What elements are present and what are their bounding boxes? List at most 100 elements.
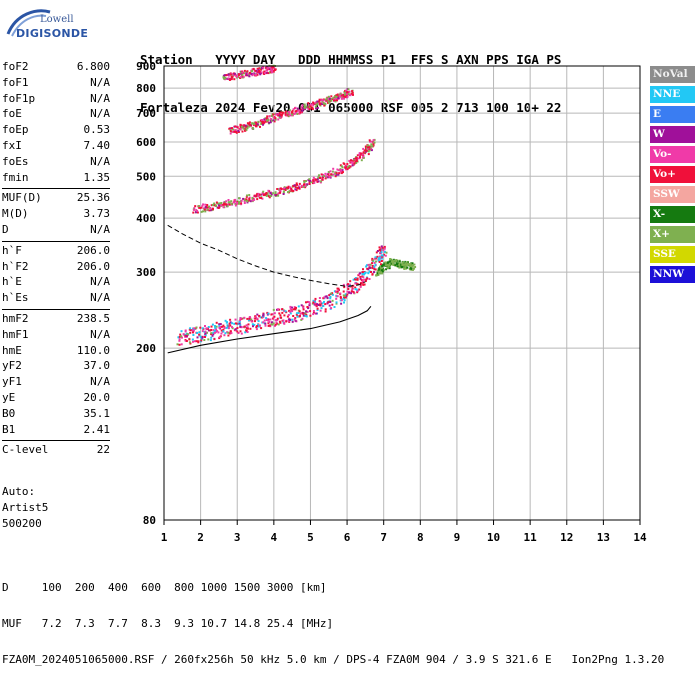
param-value: 35.1 [83, 406, 111, 420]
param-key: h`E [2, 275, 22, 289]
echo-point [358, 152, 361, 155]
echo-point [291, 318, 294, 321]
echo-point [200, 210, 203, 213]
echo-point [238, 197, 240, 200]
echo-point [258, 196, 261, 199]
echo-point [308, 108, 311, 110]
echo-point [234, 322, 237, 325]
echo-point [199, 335, 202, 338]
echo-point [378, 268, 381, 271]
echo-point [260, 68, 263, 71]
legend-item-vo-: Vo- [650, 146, 695, 163]
echo-point [249, 124, 252, 126]
echo-point [329, 170, 332, 173]
echo-point [271, 313, 274, 316]
echo-point [238, 320, 241, 323]
echo-point [382, 263, 385, 266]
echo-point [268, 324, 271, 327]
echo-point [319, 177, 321, 179]
echo-point [238, 322, 241, 325]
echo-point [354, 160, 357, 163]
echo-point [231, 327, 234, 330]
echo-point [265, 317, 268, 320]
echo-point [260, 71, 263, 74]
param-value: N/A [90, 222, 110, 236]
echo-point [259, 119, 262, 122]
echo-point [300, 184, 303, 187]
param-row-h-e: h`E N/A [2, 275, 110, 291]
echo-point [311, 106, 314, 109]
echo-point [292, 190, 295, 192]
echo-point [312, 104, 315, 107]
echo-point [288, 309, 291, 312]
echo-point [400, 265, 403, 268]
echo-point [306, 183, 309, 186]
echo-point [313, 181, 316, 184]
echo-point [333, 290, 336, 293]
echo-point [359, 284, 362, 287]
echo-point [346, 92, 349, 95]
echo-point [275, 113, 277, 116]
echo-point [362, 155, 365, 158]
echo-point [256, 192, 259, 195]
echo-point [265, 194, 268, 197]
echo-point [350, 285, 353, 288]
echo-point [269, 318, 272, 321]
echo-point [333, 96, 336, 99]
echo-point [299, 312, 302, 315]
echo-point [216, 330, 219, 333]
echo-point [342, 162, 345, 165]
echo-point [266, 311, 269, 314]
param-row-hmf2: hmF2 238.5 [2, 312, 110, 328]
echo-point [253, 323, 256, 326]
echo-point [293, 306, 296, 309]
echo-point [267, 322, 270, 325]
param-row-muf-d-: MUF(D) 25.36 [2, 191, 110, 207]
echo-point [336, 93, 339, 96]
echo-point [224, 77, 227, 79]
echo-point [294, 319, 297, 322]
echo-point [322, 99, 325, 102]
echo-point [379, 271, 382, 274]
echo-point [211, 334, 214, 337]
echo-point [266, 119, 268, 122]
echo-point [291, 109, 294, 112]
echo-point [339, 299, 342, 302]
param-value: 3.73 [83, 207, 111, 221]
echo-point [296, 315, 299, 318]
echo-point [184, 334, 187, 337]
echo-point [335, 295, 338, 298]
echo-point [212, 331, 215, 334]
echo-point [292, 308, 295, 311]
echo-point [278, 116, 281, 119]
echo-point [377, 257, 380, 260]
echo-point [267, 189, 270, 192]
echo-point [287, 191, 289, 194]
echo-point [272, 308, 275, 311]
polarization-legend: NoVal NNE E W Vo- Vo+ SSW X- X+ SSE NNW [650, 66, 695, 286]
echo-point [194, 211, 197, 214]
param-value: N/A [90, 275, 110, 289]
echo-point [296, 312, 299, 315]
param-value: 110.0 [76, 343, 110, 357]
echo-point [309, 314, 312, 317]
echo-point [387, 261, 389, 264]
x-tick-label: 9 [454, 531, 461, 544]
echo-point [356, 291, 359, 294]
echo-point [229, 332, 232, 335]
echo-point [285, 320, 288, 323]
param-key: foF2 [2, 60, 29, 73]
echo-point [248, 197, 251, 200]
echo-point [266, 115, 269, 118]
echo-point [344, 93, 347, 96]
echo-point [248, 194, 251, 196]
echo-point [371, 257, 374, 260]
auto-program: Artist5 [2, 501, 49, 514]
echo-point [258, 324, 261, 327]
param-value: 22 [96, 443, 110, 457]
echo-point [181, 336, 183, 339]
echo-point [390, 258, 393, 261]
echo-point [295, 306, 297, 309]
param-value: 206.0 [76, 259, 110, 273]
echo-point [333, 99, 335, 102]
